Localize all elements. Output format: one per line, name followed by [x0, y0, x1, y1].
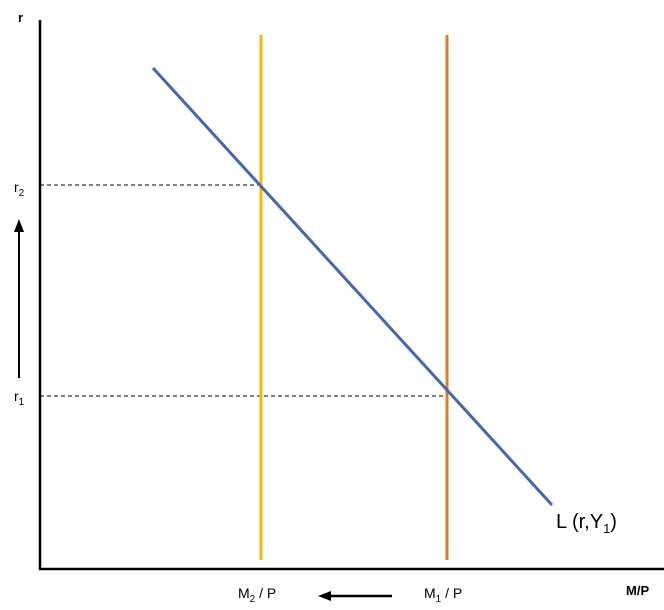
demand-curve-label: L (r,Y1)	[556, 511, 617, 536]
supply-label-m2: M2 / P	[238, 585, 276, 605]
arrow-up-icon	[14, 219, 24, 378]
x-axis-label: M/P	[626, 583, 649, 598]
arrow-left-icon	[318, 591, 392, 601]
level-label-r2: r2	[14, 179, 25, 199]
level-label-r1: r1	[14, 388, 25, 408]
supply-label-m1: M1 / P	[424, 585, 462, 605]
y-axis-label: r	[18, 10, 23, 25]
liquidity-demand-curve	[151, 66, 554, 507]
